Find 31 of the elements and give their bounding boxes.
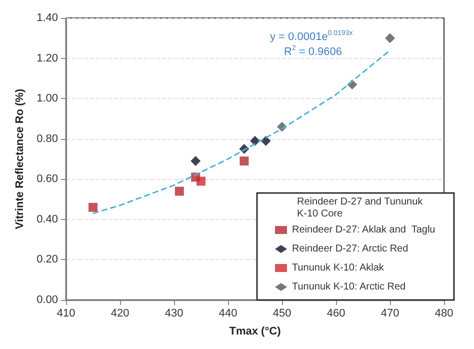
y-tick-label: 1.40 [36, 12, 58, 24]
point [385, 33, 395, 44]
x-tick-label: 410 [56, 308, 76, 320]
x-tick-label: 440 [218, 308, 238, 320]
x-tick-label: 480 [434, 308, 454, 320]
x-tick-label: 430 [164, 308, 184, 320]
y-tick-label: 0.40 [36, 213, 58, 226]
y-tick-label: 1.00 [36, 92, 58, 105]
point [88, 202, 98, 212]
x-tick-label: 460 [326, 308, 346, 320]
y-tick-label: 0.60 [36, 173, 58, 186]
legend-label: Reindeer D-27: Aklak and Taglu [292, 224, 436, 236]
point [240, 156, 249, 166]
x-axis-title: Tmax (°C) [229, 326, 282, 338]
point [196, 176, 206, 186]
point [190, 156, 201, 166]
legend-title: Reindeer D-27 and Tununuk K-10 Core [297, 196, 426, 220]
y-tick-label: 0.80 [36, 132, 58, 145]
y-tick-label: 1.20 [36, 52, 58, 64]
x-tick-label: 470 [380, 308, 400, 320]
legend-label: Tununuk K-10: Aklak [292, 262, 385, 274]
y-tick-label: 0.20 [36, 254, 58, 266]
x-tick-label: 420 [110, 308, 130, 320]
y-tick-label: 0.00 [36, 294, 58, 306]
point [174, 186, 184, 196]
point [260, 136, 271, 146]
legend-label: Tununuk K-10: Arctic Red [292, 282, 406, 292]
x-tick-label: 450 [272, 308, 292, 320]
point [250, 136, 260, 146]
y-axis-title: Vitrinte Reflectance Ro (%) [14, 88, 26, 230]
legend-label: Reindeer D-27: Arctic Red [292, 244, 408, 254]
